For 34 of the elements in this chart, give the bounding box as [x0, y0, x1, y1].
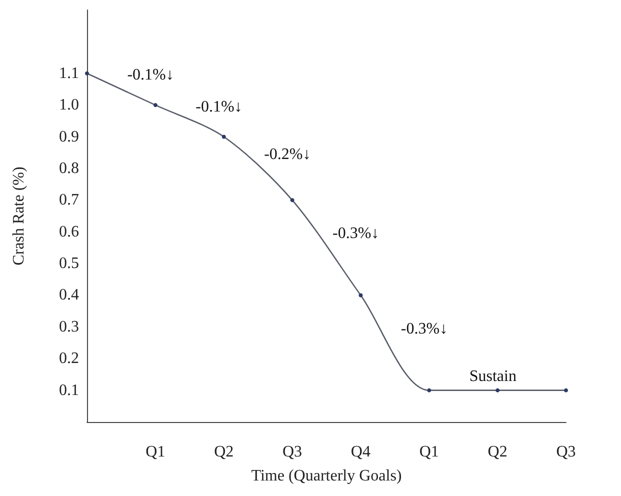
annotation: Sustain: [469, 368, 516, 385]
y-tick-label: 0.8: [59, 160, 79, 177]
annotation: -0.1%↓: [127, 66, 174, 84]
x-tick-label: Q1: [419, 444, 439, 460]
annotation: -0.2%↓: [264, 146, 311, 163]
y-tick-label: 0.5: [59, 255, 79, 272]
x-tick-label: Q2: [488, 444, 508, 460]
x-axis-title: Time (Quarterly Goals): [251, 468, 402, 484]
point: [358, 293, 363, 298]
point: [427, 388, 432, 392]
y-tick-label: 0.2: [59, 350, 79, 368]
point: [290, 198, 294, 202]
y-tick-label: 1.0: [59, 96, 79, 114]
y-tick-label: 0.4: [59, 286, 79, 304]
annotation: -0.3%↓: [332, 225, 380, 242]
y-tick-label: 0.6: [59, 223, 79, 240]
point: [222, 134, 226, 139]
y-tick-label: 0.9: [59, 128, 79, 146]
y-axis-title: Crash Rate (%): [10, 166, 28, 266]
x-tick-label: Q2: [214, 444, 234, 460]
point: [153, 103, 158, 108]
x-tick-label: Q4: [350, 444, 370, 460]
y-tick-label: 0.7: [59, 192, 79, 209]
x-tick-label: Q3: [556, 444, 576, 460]
x-tick-label: Q3: [282, 444, 302, 460]
y-tick-label: 0.1: [59, 382, 79, 399]
annotation: -0.3%↓: [400, 320, 448, 338]
point: [564, 388, 568, 392]
y-tick-label: 0.3: [59, 318, 79, 336]
y-tick-label: 1.1: [59, 64, 79, 82]
point: [496, 388, 500, 392]
x-tick-label: Q1: [146, 444, 166, 460]
annotation: -0.1%↓: [196, 98, 242, 116]
point: [85, 71, 89, 76]
